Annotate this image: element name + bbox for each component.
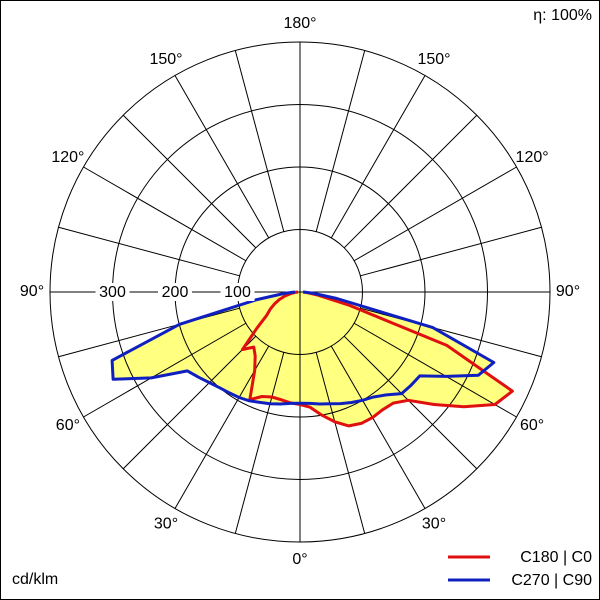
angle-label: 180° — [283, 15, 316, 32]
grid-spoke — [343, 335, 478, 470]
grid-spoke — [315, 352, 366, 534]
grid-spoke — [330, 75, 426, 239]
grid-spoke — [83, 166, 247, 262]
angle-label: 120° — [51, 149, 84, 166]
curve — [110, 290, 496, 406]
angle-label: 60° — [520, 417, 544, 434]
angle-label: 30° — [154, 515, 178, 532]
label-bg — [95, 283, 130, 301]
grid-spoke — [234, 352, 285, 534]
angle-label: 90° — [556, 283, 580, 300]
grid-spoke — [122, 114, 257, 249]
angle-label: 120° — [516, 149, 549, 166]
label-bg — [158, 283, 192, 301]
angle-label: 90° — [20, 283, 44, 300]
grid-spoke — [234, 50, 285, 232]
radial-tick-label: 100 — [224, 284, 251, 301]
angle-label: 0° — [292, 551, 307, 568]
legend-label: C270 | C90 — [511, 572, 592, 589]
grid-spoke — [122, 335, 257, 470]
grid-spoke — [330, 345, 426, 509]
efficiency-label: η: 100% — [533, 7, 592, 24]
grid-spoke — [174, 75, 270, 239]
grid-spoke — [83, 322, 247, 418]
angle-label: 150° — [149, 51, 182, 68]
radial-tick-label: 300 — [99, 284, 126, 301]
grid-spoke — [58, 226, 240, 277]
grid-spoke — [315, 50, 366, 232]
legend-label: C180 | C0 — [520, 549, 592, 566]
radial-tick-label: 200 — [162, 284, 189, 301]
label-bg — [220, 283, 255, 301]
grid-spoke — [360, 226, 542, 277]
grid-spoke — [353, 166, 517, 262]
grid-spoke — [343, 114, 478, 249]
unit-label: cd/klm — [12, 571, 58, 588]
angle-label: 60° — [56, 417, 80, 434]
grid-spoke — [353, 322, 517, 418]
angle-label: 30° — [422, 515, 446, 532]
angle-label: 150° — [417, 51, 450, 68]
